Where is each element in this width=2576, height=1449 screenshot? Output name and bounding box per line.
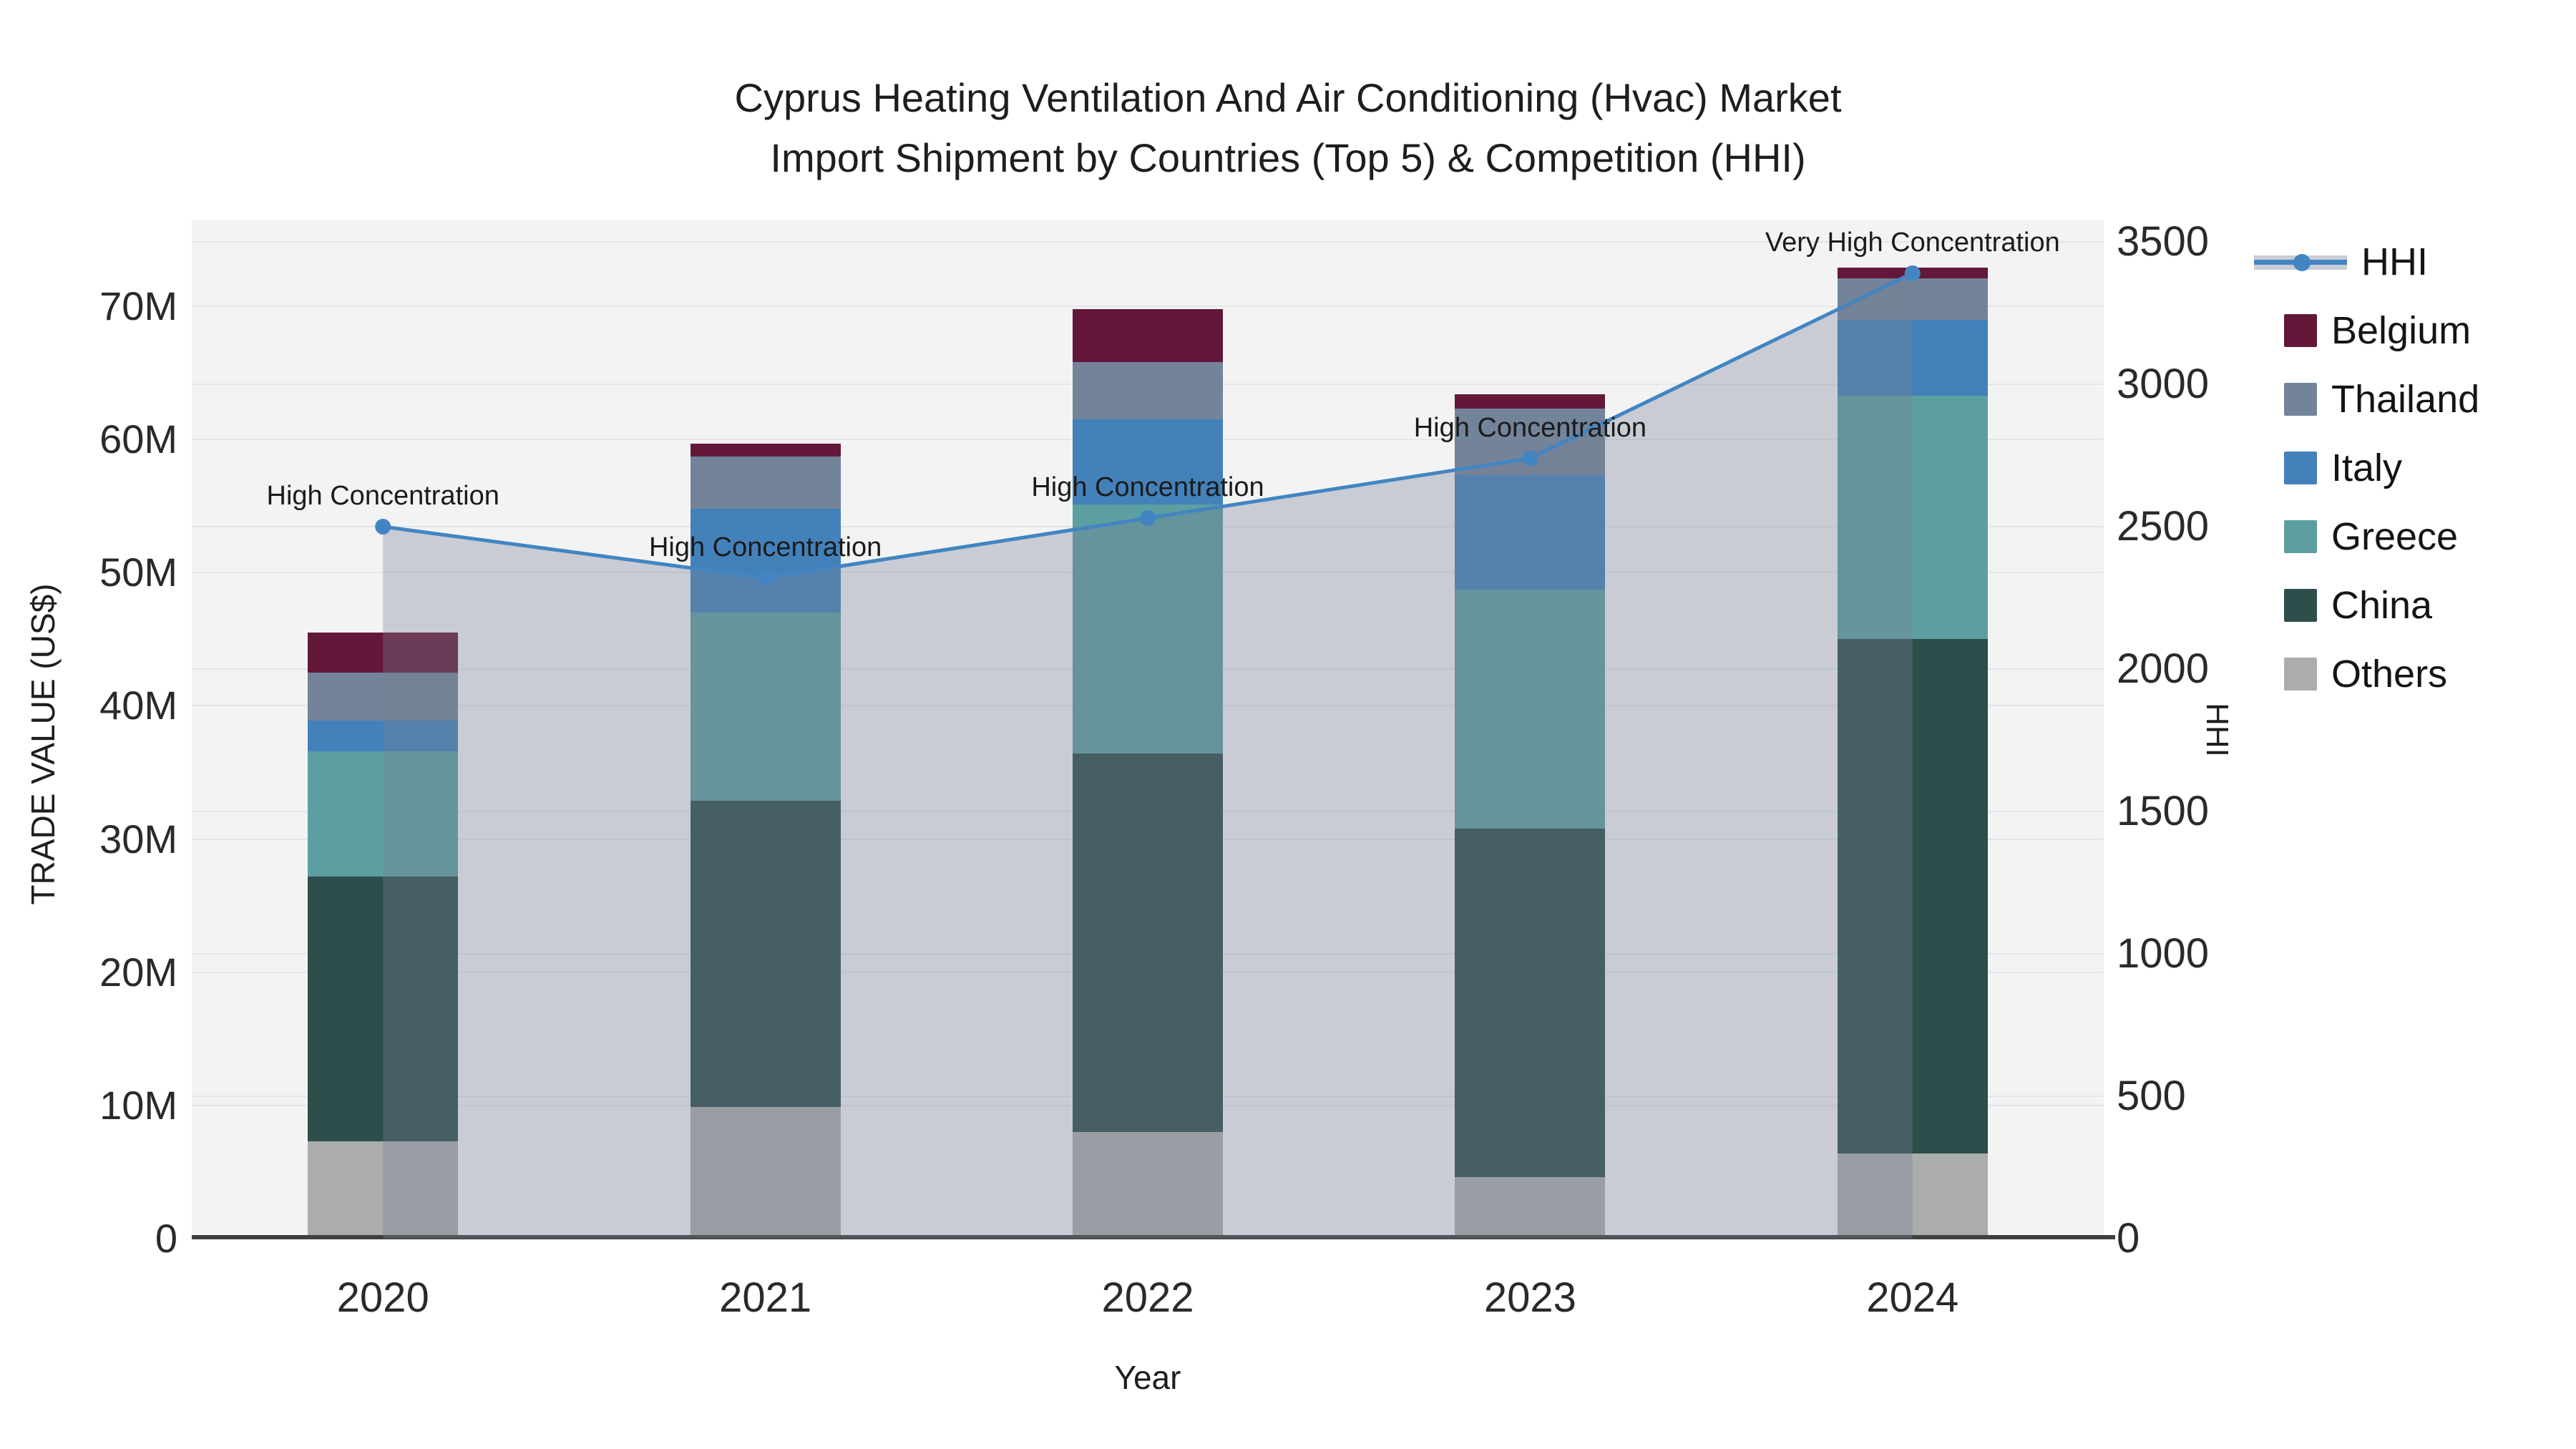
legend-item-italy[interactable]: Italy bbox=[2254, 434, 2479, 502]
left-tick-50M: 50M bbox=[99, 550, 177, 595]
bar-2021-belgium[interactable] bbox=[690, 443, 841, 457]
bar-2024-greece[interactable] bbox=[1837, 395, 1988, 640]
left-tick-70M: 70M bbox=[99, 283, 177, 328]
left-tick-30M: 30M bbox=[99, 816, 177, 862]
legend-label-hhi: HHI bbox=[2361, 240, 2428, 283]
x-tick-2021: 2021 bbox=[719, 1274, 812, 1321]
right-tick-3000: 3000 bbox=[2117, 361, 2210, 408]
left-tick-60M: 60M bbox=[99, 416, 177, 462]
left-tick-10M: 10M bbox=[99, 1082, 177, 1128]
chart-title-line1: Cyprus Heating Ventilation And Air Condi… bbox=[734, 75, 1842, 120]
legend-label-others: Others bbox=[2331, 653, 2448, 696]
legend-item-hhi[interactable]: HHI bbox=[2254, 228, 2479, 296]
bar-2024-china[interactable] bbox=[1837, 639, 1988, 1153]
bar-2022-china[interactable] bbox=[1073, 753, 1223, 1133]
legend-item-thailand[interactable]: Thailand bbox=[2254, 365, 2479, 434]
left-tick-20M: 20M bbox=[99, 949, 177, 995]
right-tick-2000: 2000 bbox=[2117, 645, 2210, 693]
left-axis-title: TRADE VALUE (US$) bbox=[24, 583, 62, 905]
x-tick-2023: 2023 bbox=[1483, 1274, 1576, 1321]
bar-2022-greece[interactable] bbox=[1073, 504, 1223, 754]
bar-2020-greece[interactable] bbox=[308, 751, 459, 877]
x-tick-2020: 2020 bbox=[336, 1274, 429, 1321]
annotation-2023: High Concentration bbox=[1413, 412, 1647, 443]
legend-item-others[interactable]: Others bbox=[2254, 640, 2479, 708]
right-tick-1500: 1500 bbox=[2117, 788, 2210, 835]
legend: HHI Belgium Thailand Italy Greece China Others bbox=[2254, 228, 2479, 708]
right-axis-title: HHI bbox=[2200, 703, 2235, 757]
bar-2021-china[interactable] bbox=[690, 800, 841, 1107]
gridline-left-70 bbox=[192, 305, 2104, 307]
right-tick-2500: 2500 bbox=[2117, 503, 2210, 550]
annotation-2022: High Concentration bbox=[1031, 472, 1264, 503]
annotation-2024: Very High Concentration bbox=[1765, 227, 2060, 258]
legend-label-belgium: Belgium bbox=[2331, 309, 2472, 352]
hhi-marker-swatch bbox=[2293, 254, 2311, 271]
legend-item-greece[interactable]: Greece bbox=[2254, 502, 2479, 571]
right-tick-0: 0 bbox=[2117, 1215, 2140, 1262]
bar-2021-thailand[interactable] bbox=[690, 457, 841, 509]
x-tick-2022: 2022 bbox=[1101, 1274, 1194, 1321]
plot-area bbox=[192, 220, 2104, 1239]
bar-2020-others[interactable] bbox=[308, 1141, 459, 1239]
legend-swatch-others bbox=[2284, 658, 2317, 691]
bar-2023-china[interactable] bbox=[1455, 828, 1606, 1178]
chart-title: Cyprus Heating Ventilation And Air Condi… bbox=[0, 68, 2576, 188]
gridline-right-3500 bbox=[192, 241, 2104, 243]
bar-2020-china[interactable] bbox=[308, 876, 459, 1142]
right-tick-3500: 3500 bbox=[2117, 218, 2210, 265]
bar-2023-italy[interactable] bbox=[1455, 475, 1606, 590]
x-tick-2024: 2024 bbox=[1866, 1274, 1959, 1321]
bar-2023-greece[interactable] bbox=[1455, 590, 1606, 829]
bar-2024-belgium[interactable] bbox=[1837, 268, 1988, 278]
x-axis-line bbox=[192, 1235, 2115, 1239]
left-tick-0: 0 bbox=[155, 1216, 177, 1261]
annotation-2020: High Concentration bbox=[266, 481, 499, 512]
legend-item-belgium[interactable]: Belgium bbox=[2254, 296, 2479, 365]
legend-label-greece: Greece bbox=[2331, 515, 2459, 558]
legend-item-china[interactable]: China bbox=[2254, 571, 2479, 640]
bar-2024-thailand[interactable] bbox=[1837, 278, 1988, 320]
legend-label-china: China bbox=[2331, 584, 2433, 627]
bar-2021-greece[interactable] bbox=[690, 613, 841, 801]
bar-2024-others[interactable] bbox=[1837, 1153, 1988, 1239]
bar-2021-others[interactable] bbox=[690, 1106, 841, 1239]
bar-2020-italy[interactable] bbox=[308, 720, 459, 751]
bar-2023-belgium[interactable] bbox=[1455, 394, 1606, 409]
legend-swatch-thailand bbox=[2284, 383, 2317, 416]
right-tick-500: 500 bbox=[2117, 1073, 2186, 1119]
bar-2022-belgium[interactable] bbox=[1073, 308, 1223, 363]
annotation-2021: High Concentration bbox=[648, 532, 882, 562]
legend-swatch-china bbox=[2284, 589, 2317, 622]
legend-swatch-italy bbox=[2284, 452, 2317, 484]
legend-label-italy: Italy bbox=[2331, 447, 2403, 489]
hhi-legend-glyph bbox=[2254, 245, 2347, 278]
bar-2020-thailand[interactable] bbox=[308, 672, 459, 721]
bar-2022-others[interactable] bbox=[1073, 1132, 1223, 1239]
legend-label-thailand: Thailand bbox=[2331, 378, 2480, 421]
legend-swatch-belgium bbox=[2284, 314, 2317, 347]
chart-title-line2: Import Shipment by Countries (Top 5) & C… bbox=[770, 135, 1806, 180]
legend-swatch-greece bbox=[2284, 520, 2317, 553]
x-axis-title: Year bbox=[1114, 1359, 1181, 1396]
bar-2023-others[interactable] bbox=[1455, 1177, 1606, 1239]
left-tick-40M: 40M bbox=[99, 683, 177, 728]
bar-2020-belgium[interactable] bbox=[308, 633, 459, 673]
bar-2022-thailand[interactable] bbox=[1073, 362, 1223, 420]
right-tick-1000: 1000 bbox=[2117, 930, 2210, 977]
bar-2024-italy[interactable] bbox=[1837, 319, 1988, 396]
